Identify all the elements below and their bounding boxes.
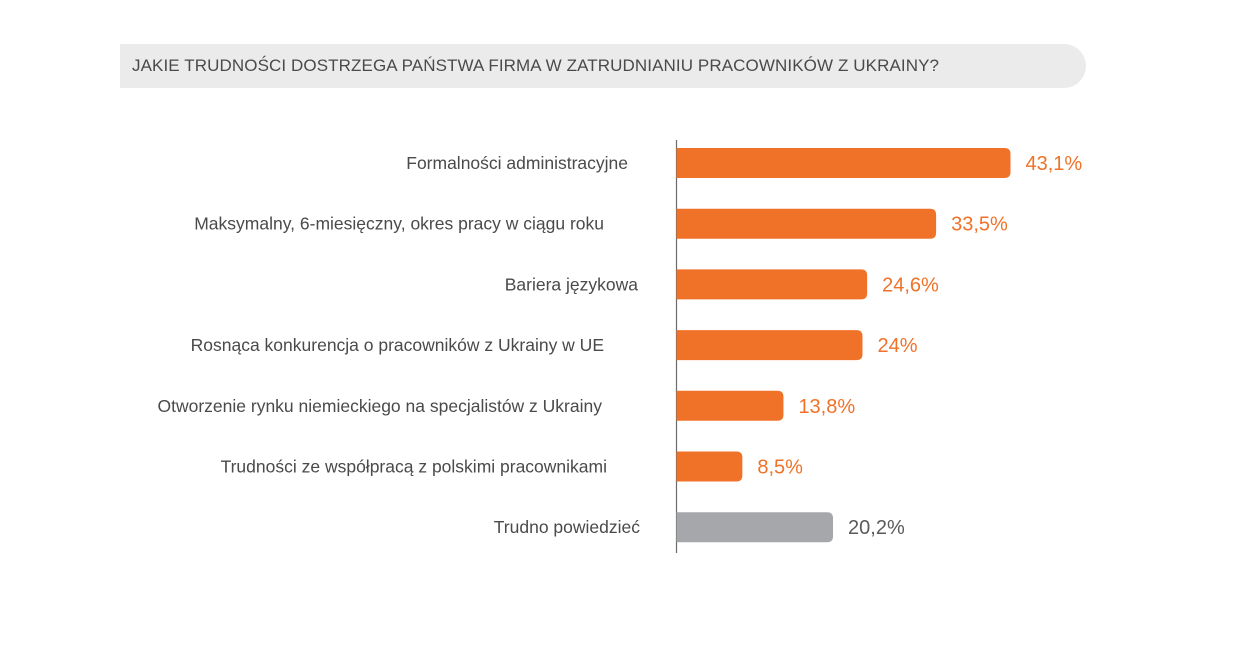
value-label-0: 43,1%: [1026, 153, 1083, 175]
chart-title-bar: JAKIE TRUDNOŚCI DOSTRZEGA PAŃSTWA FIRMA …: [120, 44, 1086, 88]
category-label-0: Formalności administracyjne: [406, 153, 628, 173]
value-label-5: 8,5%: [757, 457, 803, 479]
category-label-4: Otworzenie rynku niemieckiego na specjal…: [158, 396, 603, 416]
bar-4: [676, 390, 784, 421]
category-label-1: Maksymalny, 6-miesięczny, okres pracy w …: [194, 214, 604, 234]
bar-3: [676, 330, 863, 361]
value-label-1: 33,5%: [951, 214, 1008, 236]
bar-1: [676, 208, 937, 239]
value-label-3: 24%: [877, 335, 917, 357]
bar-0: [676, 148, 1011, 178]
bar-2: [676, 269, 868, 300]
category-label-5: Trudności ze współpracą z polskimi praco…: [221, 457, 607, 477]
category-label-6: Trudno powiedzieć: [494, 517, 640, 537]
value-label-6: 20,2%: [848, 517, 905, 539]
bar-5: [676, 451, 743, 482]
chart-title: JAKIE TRUDNOŚCI DOSTRZEGA PAŃSTWA FIRMA …: [132, 56, 940, 75]
category-label-3: Rosnąca konkurencja o pracowników z Ukra…: [191, 335, 604, 355]
value-label-2: 24,6%: [882, 274, 939, 296]
bar-6: [676, 512, 834, 543]
category-label-2: Bariera językowa: [505, 274, 639, 294]
value-label-4: 13,8%: [798, 396, 855, 418]
